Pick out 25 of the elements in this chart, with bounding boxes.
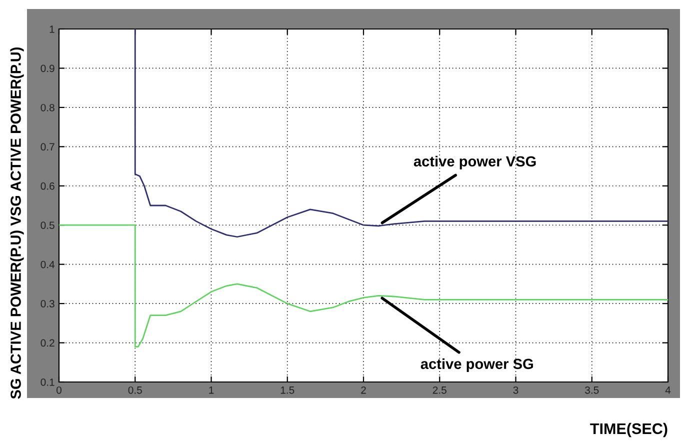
y-tick-label: 0.3 [40,300,54,308]
x-tick-label: 2 [361,386,366,394]
x-tick-label: 0.5 [128,386,142,394]
y-tick-label: 0.9 [40,64,54,72]
y-tick-label: 0.1 [40,378,54,386]
y-tick-label: 0.5 [40,222,54,229]
x-tick-label: 3 [513,386,518,394]
annotation: active power SG [420,358,533,372]
x-tick-label: 3.5 [585,386,599,394]
x-tick-label: 1.5 [280,386,294,394]
y-tick-label: 0.8 [40,104,54,112]
x-axis-title: TIME(SEC) [590,422,668,438]
annotation: active power VSG [414,156,536,170]
y-tick-label: 0.4 [40,260,55,268]
x-tick-label: 2.5 [432,386,446,394]
y-tick-label: 0.6 [40,182,54,190]
y-tick-label: 0.7 [40,143,54,151]
x-tick-label: 4 [665,386,671,394]
line-series [59,224,668,348]
x-tick-label: 0 [56,386,62,394]
x-tick-label: 1 [209,386,214,394]
line-series [134,29,668,238]
y-tick-label: 0.2 [40,339,54,347]
y-axis-title: SG ACTIVE POWER(P.U) VSG ACTIVE POWER(P.U) [10,47,24,399]
y-tick-label: 1 [50,26,54,33]
